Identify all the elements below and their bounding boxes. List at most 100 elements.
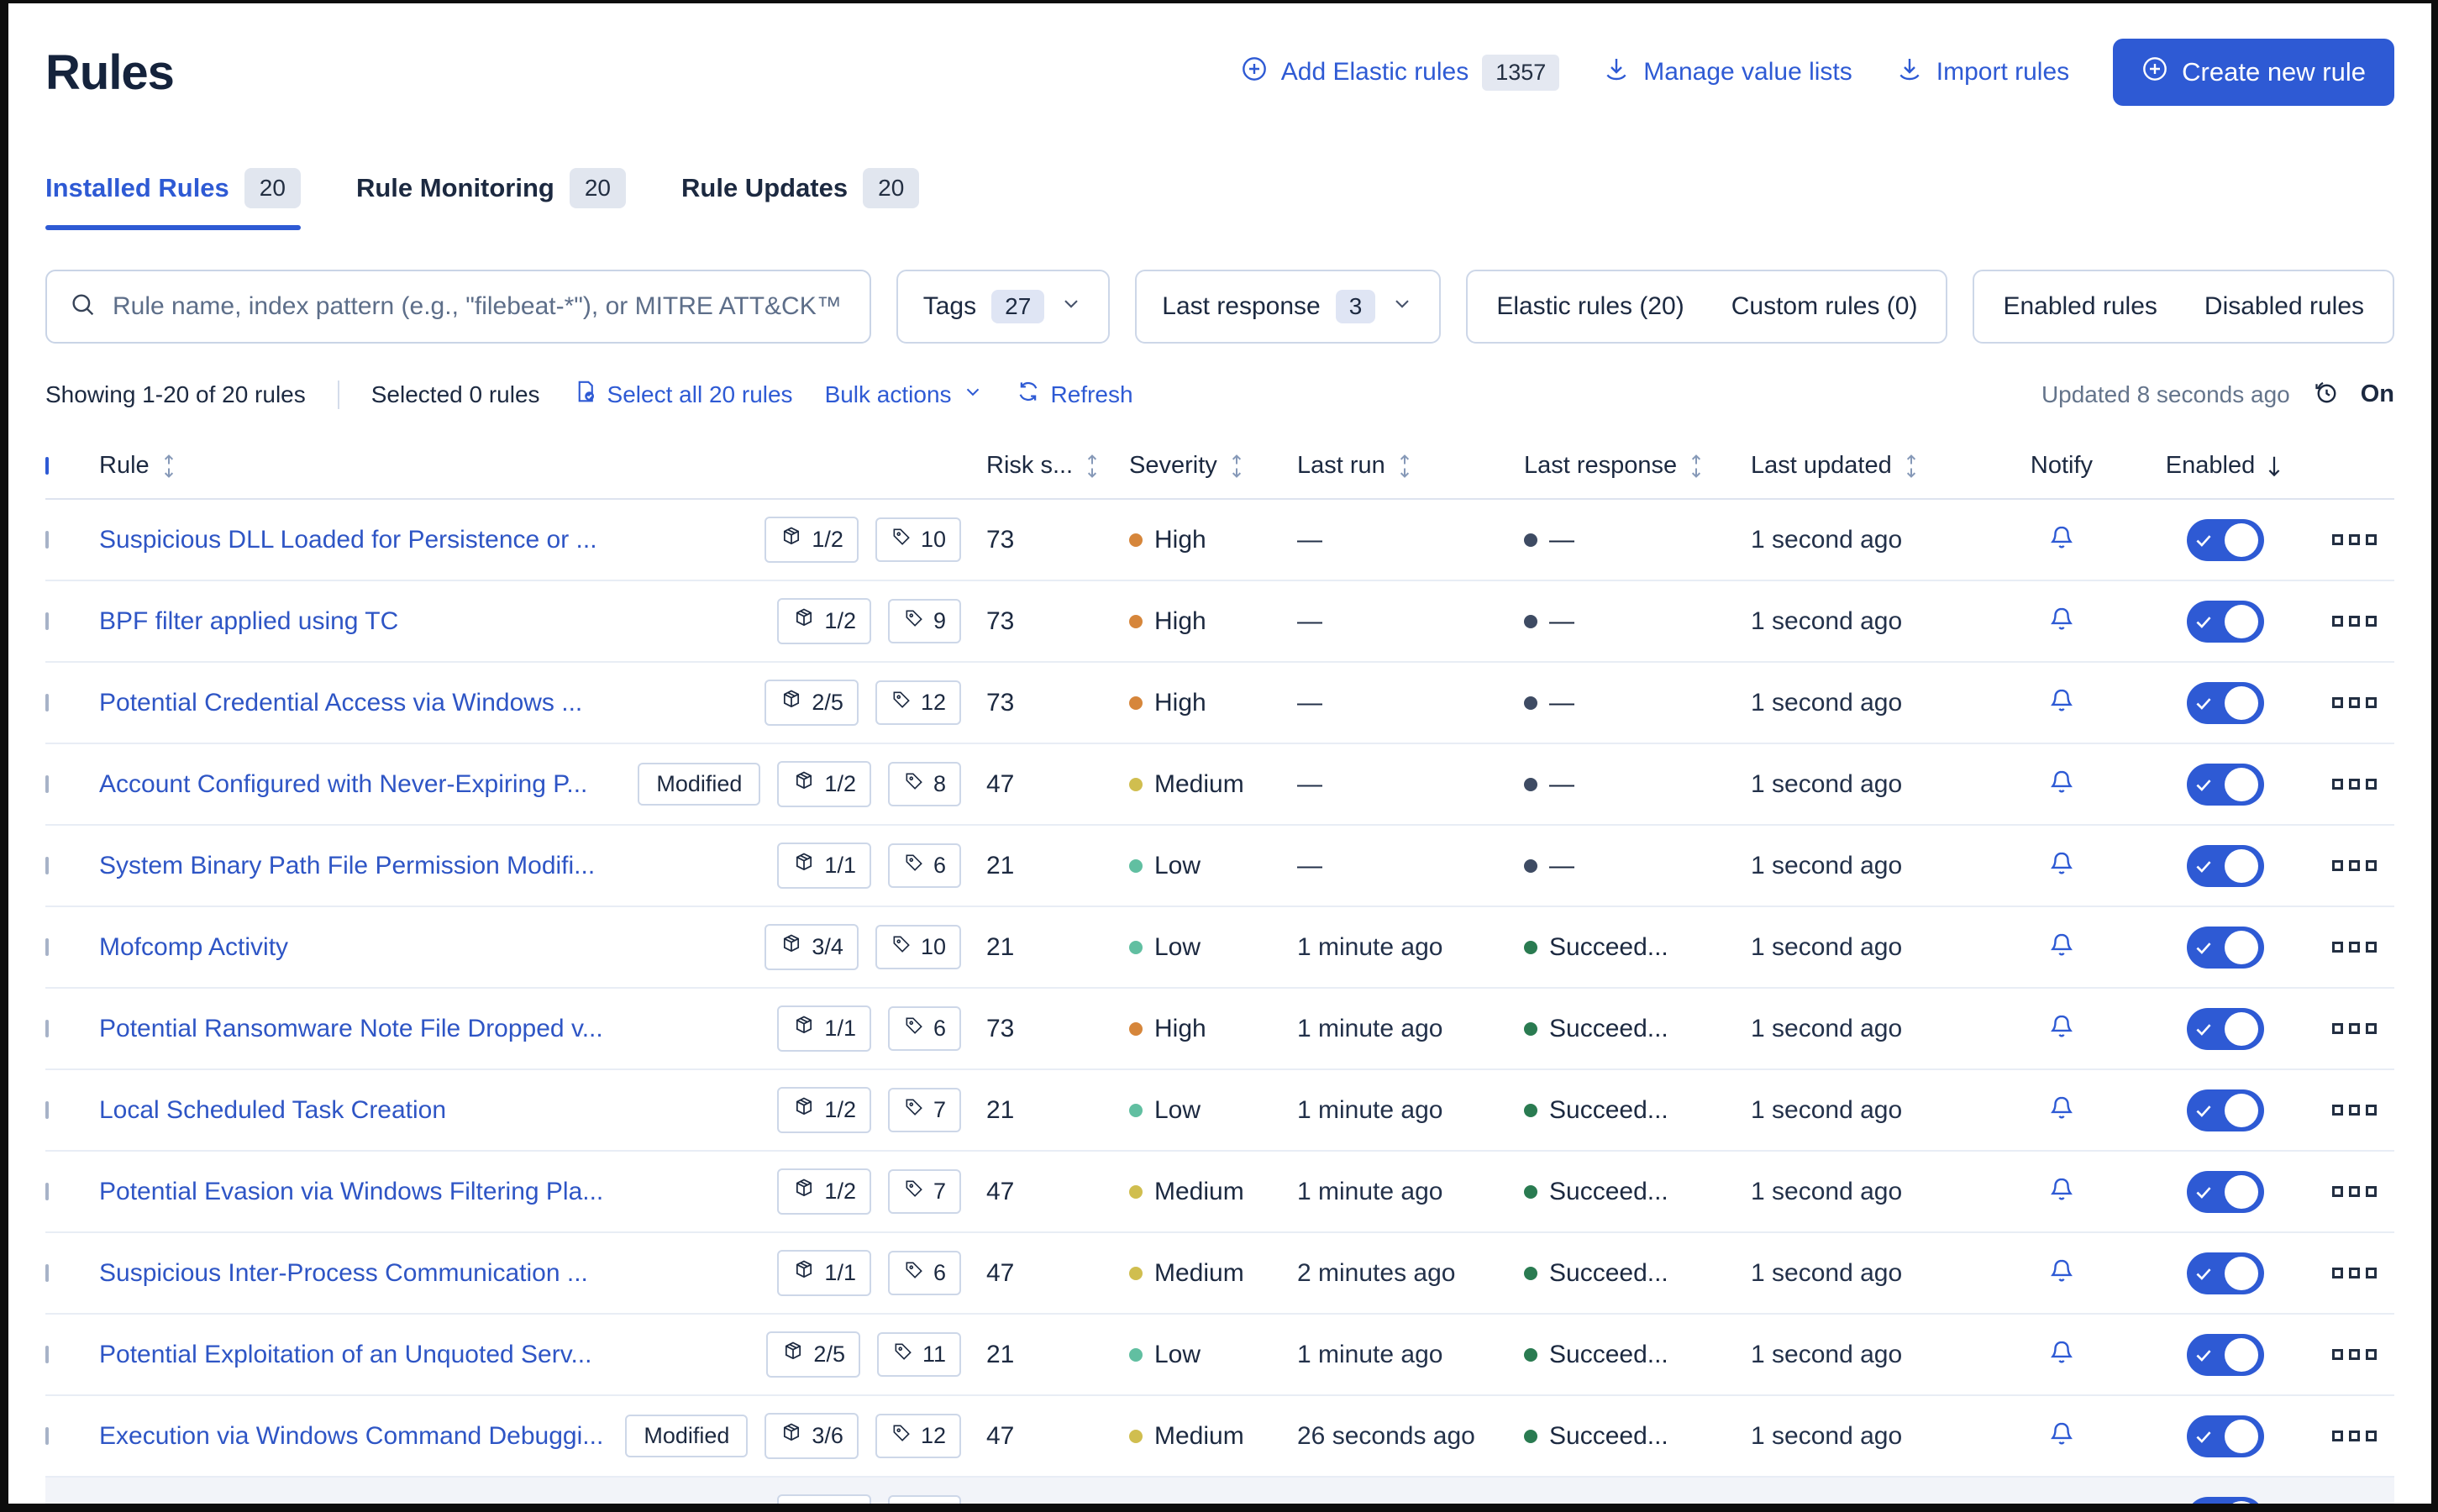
- rule-name-link[interactable]: BPF filter applied using TC: [99, 606, 399, 635]
- column-header-last-run[interactable]: Last run: [1297, 452, 1524, 480]
- column-header-severity[interactable]: Severity: [1129, 452, 1297, 480]
- enabled-rules-filter[interactable]: Enabled rules: [2003, 292, 2157, 320]
- rule-search-input[interactable]: [113, 292, 848, 321]
- rule-name-link[interactable]: Mofcomp Activity: [99, 932, 289, 961]
- time-refresh-icon[interactable]: [2310, 377, 2341, 412]
- disabled-rules-filter[interactable]: Disabled rules: [2204, 292, 2364, 320]
- rule-name-link[interactable]: Potential Exploitation of an Unquoted Se…: [99, 1340, 592, 1368]
- row-actions-button[interactable]: [2331, 1349, 2377, 1360]
- notify-bell-icon[interactable]: [2047, 1257, 2076, 1289]
- enabled-toggle[interactable]: [2187, 1007, 2264, 1050]
- tags-badge[interactable]: 9: [887, 599, 961, 643]
- enabled-toggle[interactable]: [2187, 844, 2264, 887]
- enabled-toggle[interactable]: [2187, 1333, 2264, 1376]
- integrations-badge[interactable]: 1/2: [777, 761, 871, 807]
- notify-bell-icon[interactable]: [2047, 605, 2076, 638]
- tags-badge[interactable]: 6: [887, 1251, 961, 1295]
- row-actions-button[interactable]: [2331, 860, 2377, 871]
- integrations-badge[interactable]: 1/1: [777, 1005, 871, 1052]
- enabled-toggle[interactable]: [2187, 1170, 2264, 1213]
- integrations-badge[interactable]: 1/2: [765, 517, 859, 563]
- row-checkbox[interactable]: [45, 774, 49, 793]
- row-actions-button[interactable]: [2331, 1431, 2377, 1441]
- row-actions-button[interactable]: [2331, 1023, 2377, 1034]
- tags-badge[interactable]: 12: [875, 680, 961, 725]
- import-rules-button[interactable]: Import rules: [1896, 55, 2069, 89]
- integrations-badge[interactable]: 1/2: [777, 1087, 871, 1133]
- notify-bell-icon[interactable]: [2047, 768, 2076, 801]
- rule-name-link[interactable]: Potential Evasion via Windows Filtering …: [99, 1177, 604, 1205]
- row-checkbox[interactable]: [45, 856, 49, 874]
- tags-badge[interactable]: 8: [887, 762, 961, 806]
- notify-bell-icon[interactable]: [2047, 931, 2076, 963]
- notify-bell-icon[interactable]: [2047, 1420, 2076, 1452]
- tab-rule-monitoring[interactable]: Rule Monitoring 20: [356, 168, 627, 230]
- row-checkbox[interactable]: [45, 1263, 49, 1282]
- row-actions-button[interactable]: [2331, 534, 2377, 545]
- select-all-checkbox[interactable]: [45, 456, 49, 475]
- notify-bell-icon[interactable]: [2047, 1501, 2076, 1504]
- row-checkbox[interactable]: [45, 1182, 49, 1200]
- enabled-toggle[interactable]: [2187, 926, 2264, 969]
- notify-bell-icon[interactable]: [2047, 1338, 2076, 1371]
- last-response-filter-button[interactable]: Last response 3: [1135, 270, 1442, 344]
- rule-name-link[interactable]: Local Scheduled Task Creation: [99, 1095, 447, 1124]
- tags-badge[interactable]: 7: [887, 1169, 961, 1214]
- tab-rule-updates[interactable]: Rule Updates 20: [681, 168, 920, 230]
- enabled-toggle[interactable]: [2187, 681, 2264, 724]
- row-actions-button[interactable]: [2331, 1186, 2377, 1197]
- integrations-badge[interactable]: 1/1: [777, 843, 871, 889]
- row-checkbox[interactable]: [45, 1345, 49, 1363]
- manage-value-lists-button[interactable]: Manage value lists: [1603, 55, 1852, 89]
- rule-name-link[interactable]: Execution via Windows Command Debuggi...: [99, 1421, 604, 1450]
- custom-rules-filter[interactable]: Custom rules (0): [1731, 292, 1918, 320]
- notify-bell-icon[interactable]: [2047, 849, 2076, 882]
- row-checkbox[interactable]: [45, 1426, 49, 1445]
- refresh-button[interactable]: Refresh: [1016, 379, 1133, 410]
- elastic-rules-filter[interactable]: Elastic rules (20): [1496, 292, 1684, 320]
- row-actions-button[interactable]: [2331, 616, 2377, 627]
- notify-bell-icon[interactable]: [2047, 1175, 2076, 1208]
- add-elastic-rules-button[interactable]: Add Elastic rules 1357: [1241, 54, 1560, 91]
- select-all-rules-button[interactable]: Select all 20 rules: [572, 379, 793, 410]
- tags-badge[interactable]: 12: [875, 1414, 961, 1458]
- auto-refresh-state[interactable]: On: [2360, 381, 2394, 407]
- enabled-toggle[interactable]: [2187, 518, 2264, 561]
- row-actions-button[interactable]: [2331, 1105, 2377, 1116]
- rule-name-link[interactable]: Account Configured with Never-Expiring P…: [99, 769, 588, 798]
- row-checkbox[interactable]: [45, 693, 49, 711]
- enabled-toggle[interactable]: [2187, 1089, 2264, 1131]
- integrations-badge[interactable]: 1/1: [777, 1250, 871, 1296]
- column-header-last-updated[interactable]: Last updated: [1751, 452, 1986, 480]
- tags-badge[interactable]: 10: [875, 925, 961, 969]
- integrations-badge[interactable]: 1/2: [777, 598, 871, 644]
- tags-badge[interactable]: 7: [887, 1495, 961, 1504]
- tags-badge[interactable]: 10: [875, 517, 961, 562]
- row-checkbox[interactable]: [45, 530, 49, 549]
- row-actions-button[interactable]: [2331, 697, 2377, 708]
- integrations-badge[interactable]: 1/2: [777, 1168, 871, 1215]
- rule-name-link[interactable]: System Binary Path File Permission Modif…: [99, 851, 596, 879]
- tags-badge[interactable]: 6: [887, 843, 961, 888]
- notify-bell-icon[interactable]: [2047, 523, 2076, 556]
- row-actions-button[interactable]: [2331, 942, 2377, 953]
- rule-name-link[interactable]: Potential Ransomware Note File Dropped v…: [99, 1014, 603, 1042]
- rule-name-link[interactable]: Suspicious Inter-Process Communication .…: [99, 1258, 588, 1287]
- enabled-toggle[interactable]: [2187, 1415, 2264, 1457]
- notify-bell-icon[interactable]: [2047, 686, 2076, 719]
- row-actions-button[interactable]: [2331, 779, 2377, 790]
- tags-badge[interactable]: 7: [887, 1088, 961, 1132]
- rule-name-link[interactable]: Potential Credential Access via Windows …: [99, 688, 583, 717]
- row-checkbox[interactable]: [45, 1019, 49, 1037]
- tab-installed-rules[interactable]: Installed Rules 20: [45, 168, 301, 230]
- notify-bell-icon[interactable]: [2047, 1094, 2076, 1126]
- row-actions-button[interactable]: [2331, 1268, 2377, 1278]
- integrations-badge[interactable]: 3/6: [765, 1413, 859, 1459]
- enabled-toggle[interactable]: [2187, 763, 2264, 806]
- column-header-enabled[interactable]: Enabled: [2137, 452, 2314, 480]
- integrations-badge[interactable]: 1/1: [777, 1494, 871, 1504]
- rule-name-link[interactable]: Suspicious DLL Loaded for Persistence or…: [99, 525, 597, 554]
- integrations-badge[interactable]: 3/4: [765, 924, 859, 970]
- tags-badge[interactable]: 6: [887, 1006, 961, 1051]
- integrations-badge[interactable]: 2/5: [765, 680, 859, 726]
